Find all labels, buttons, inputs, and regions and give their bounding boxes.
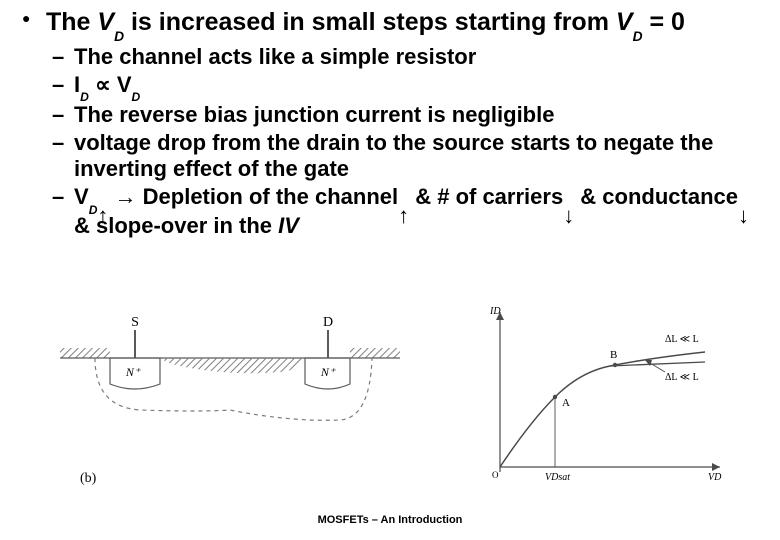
vd-symbol-4: V: [74, 184, 89, 209]
main-bullet-list: The VD is increased in small steps start…: [20, 8, 760, 239]
slide: The VD is increased in small steps start…: [0, 0, 780, 540]
drain-label: D: [323, 315, 333, 330]
channel-region: [160, 358, 305, 373]
sub-bullet-2: ID ∝ VD: [74, 72, 760, 101]
iv-curve-figure: A B ΔL ≪ L ΔL ≪ L ID VDsat VD O: [460, 302, 740, 492]
proportional-symbol: ∝: [89, 72, 117, 97]
main-text-mid: is increased in small steps starting fro…: [124, 8, 616, 36]
n-plus-right-label: N⁺: [320, 365, 337, 379]
point-a-label: A: [562, 397, 570, 409]
iv-symbol: IV: [278, 213, 299, 238]
s5-part-b: & # of carriers: [409, 184, 563, 209]
sub-bullet-4: voltage drop from the drain to the sourc…: [74, 130, 760, 182]
n-plus-left-label: N⁺: [125, 365, 142, 379]
point-b-marker: [613, 363, 617, 367]
vd-symbol-3: V: [117, 72, 132, 97]
main-text-post: = 0: [643, 8, 685, 36]
origin-label: O: [492, 470, 499, 480]
sub-bullet-3: The reverse bias junction current is neg…: [74, 102, 760, 128]
vd-symbol-1: V: [97, 8, 114, 36]
oxide-left: [60, 348, 110, 358]
vd-sub-2: D: [633, 29, 643, 44]
oxide-right: [350, 348, 400, 358]
s5-part-a: → Depletion of the channel: [108, 184, 398, 209]
x-axis-label-vd: VD: [708, 472, 722, 483]
sub-bullet-1: The channel acts like a simple resistor: [74, 44, 760, 70]
figures-row: S D N⁺ N⁺ (b) A B: [50, 312, 750, 502]
main-bullet: The VD is increased in small steps start…: [46, 8, 760, 239]
sub-bullet-list: The channel acts like a simple resistor …: [46, 44, 760, 239]
subfigure-label-b: (b): [80, 471, 97, 486]
x-axis-label-vdsat: VDsat: [545, 472, 570, 483]
s5-part-c: & conductance: [574, 184, 738, 209]
annotation-1: ΔL ≪ L: [665, 334, 699, 345]
point-b-label: B: [610, 349, 617, 361]
y-axis-label: ID: [489, 306, 501, 317]
source-label: S: [131, 315, 139, 330]
vd-sub-1: D: [114, 29, 124, 44]
main-text-pre: The: [46, 8, 97, 36]
vd-sub-4: D: [89, 203, 98, 217]
x-axis-arrow-icon: [712, 463, 720, 471]
annotation-2: ΔL ≪ L: [665, 372, 699, 383]
footer-text: MOSFETs – An Introduction: [0, 514, 780, 526]
vd-symbol-2: V: [616, 8, 633, 36]
sub-bullet-5: VD → Depletion of the channel & # of car…: [74, 184, 760, 239]
mosfet-cross-section-figure: S D N⁺ N⁺ (b): [50, 312, 420, 502]
iv-curve-upper: [500, 352, 705, 467]
